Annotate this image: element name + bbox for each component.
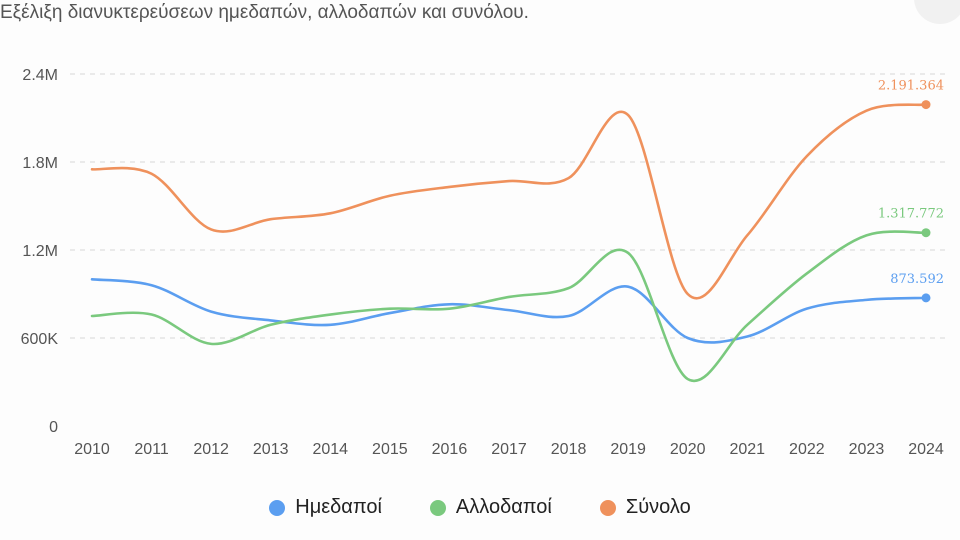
x-tick-label: 2023 xyxy=(849,441,885,458)
x-tick-label: 2013 xyxy=(253,441,289,458)
x-tick-label: 2020 xyxy=(670,441,706,458)
y-tick-label: 1.2M xyxy=(22,243,58,260)
legend-swatch-total xyxy=(599,499,616,516)
x-tick-label: 2024 xyxy=(908,441,944,458)
series-line-total xyxy=(90,103,928,300)
legend-swatch-domestic xyxy=(269,499,286,516)
end-point-total xyxy=(921,100,931,110)
x-tick-label: 2017 xyxy=(491,441,527,458)
chart-title: Εξέλιξη διανυκτερεύσεων ημεδαπών, αλλοδα… xyxy=(0,2,529,23)
y-tick-label: 600K xyxy=(21,331,59,348)
legend-item-domestic[interactable]: Ημεδαποί xyxy=(269,496,382,519)
x-tick-label: 2018 xyxy=(551,441,587,458)
x-tick-label: 2015 xyxy=(372,441,408,458)
x-tick-label: 2014 xyxy=(312,441,348,458)
end-point-domestic xyxy=(921,293,931,303)
legend-label-total: Σύνολο xyxy=(625,496,691,518)
end-label-total: 2.191.364 xyxy=(878,79,944,94)
end-label-domestic: 873.592 xyxy=(890,272,944,287)
series-line-domestic xyxy=(90,278,928,344)
legend-item-foreign[interactable]: Αλλοδαποί xyxy=(429,496,552,519)
legend: Ημεδαποί Αλλοδαποί Σύνολο xyxy=(0,496,960,519)
x-tick-label: 2012 xyxy=(193,441,229,458)
line-chart: 0 600K 1.2M 1.8M 2.4M 2010 2011 2012 2013 2014 201… xyxy=(21,67,945,458)
end-label-foreign: 1.317.772 xyxy=(878,207,944,222)
x-tick-label: 2022 xyxy=(789,441,825,458)
legend-swatch-foreign xyxy=(429,499,446,516)
legend-item-total[interactable]: Σύνολο xyxy=(599,496,691,519)
y-tick-label: 1.8M xyxy=(22,155,58,172)
legend-label-domestic: Ημεδαποί xyxy=(295,496,382,518)
x-tick-label: 2021 xyxy=(729,441,765,458)
y-tick-label: 2.4M xyxy=(22,67,58,84)
legend-label-foreign: Αλλοδαποί xyxy=(455,496,552,518)
x-tick-label: 2010 xyxy=(74,441,110,458)
x-tick-label: 2016 xyxy=(432,441,468,458)
y-tick-label: 0 xyxy=(49,419,58,436)
end-point-foreign xyxy=(921,228,931,238)
series-line-foreign xyxy=(90,230,928,383)
x-tick-label: 2019 xyxy=(610,441,646,458)
x-tick-label: 2011 xyxy=(134,441,169,458)
